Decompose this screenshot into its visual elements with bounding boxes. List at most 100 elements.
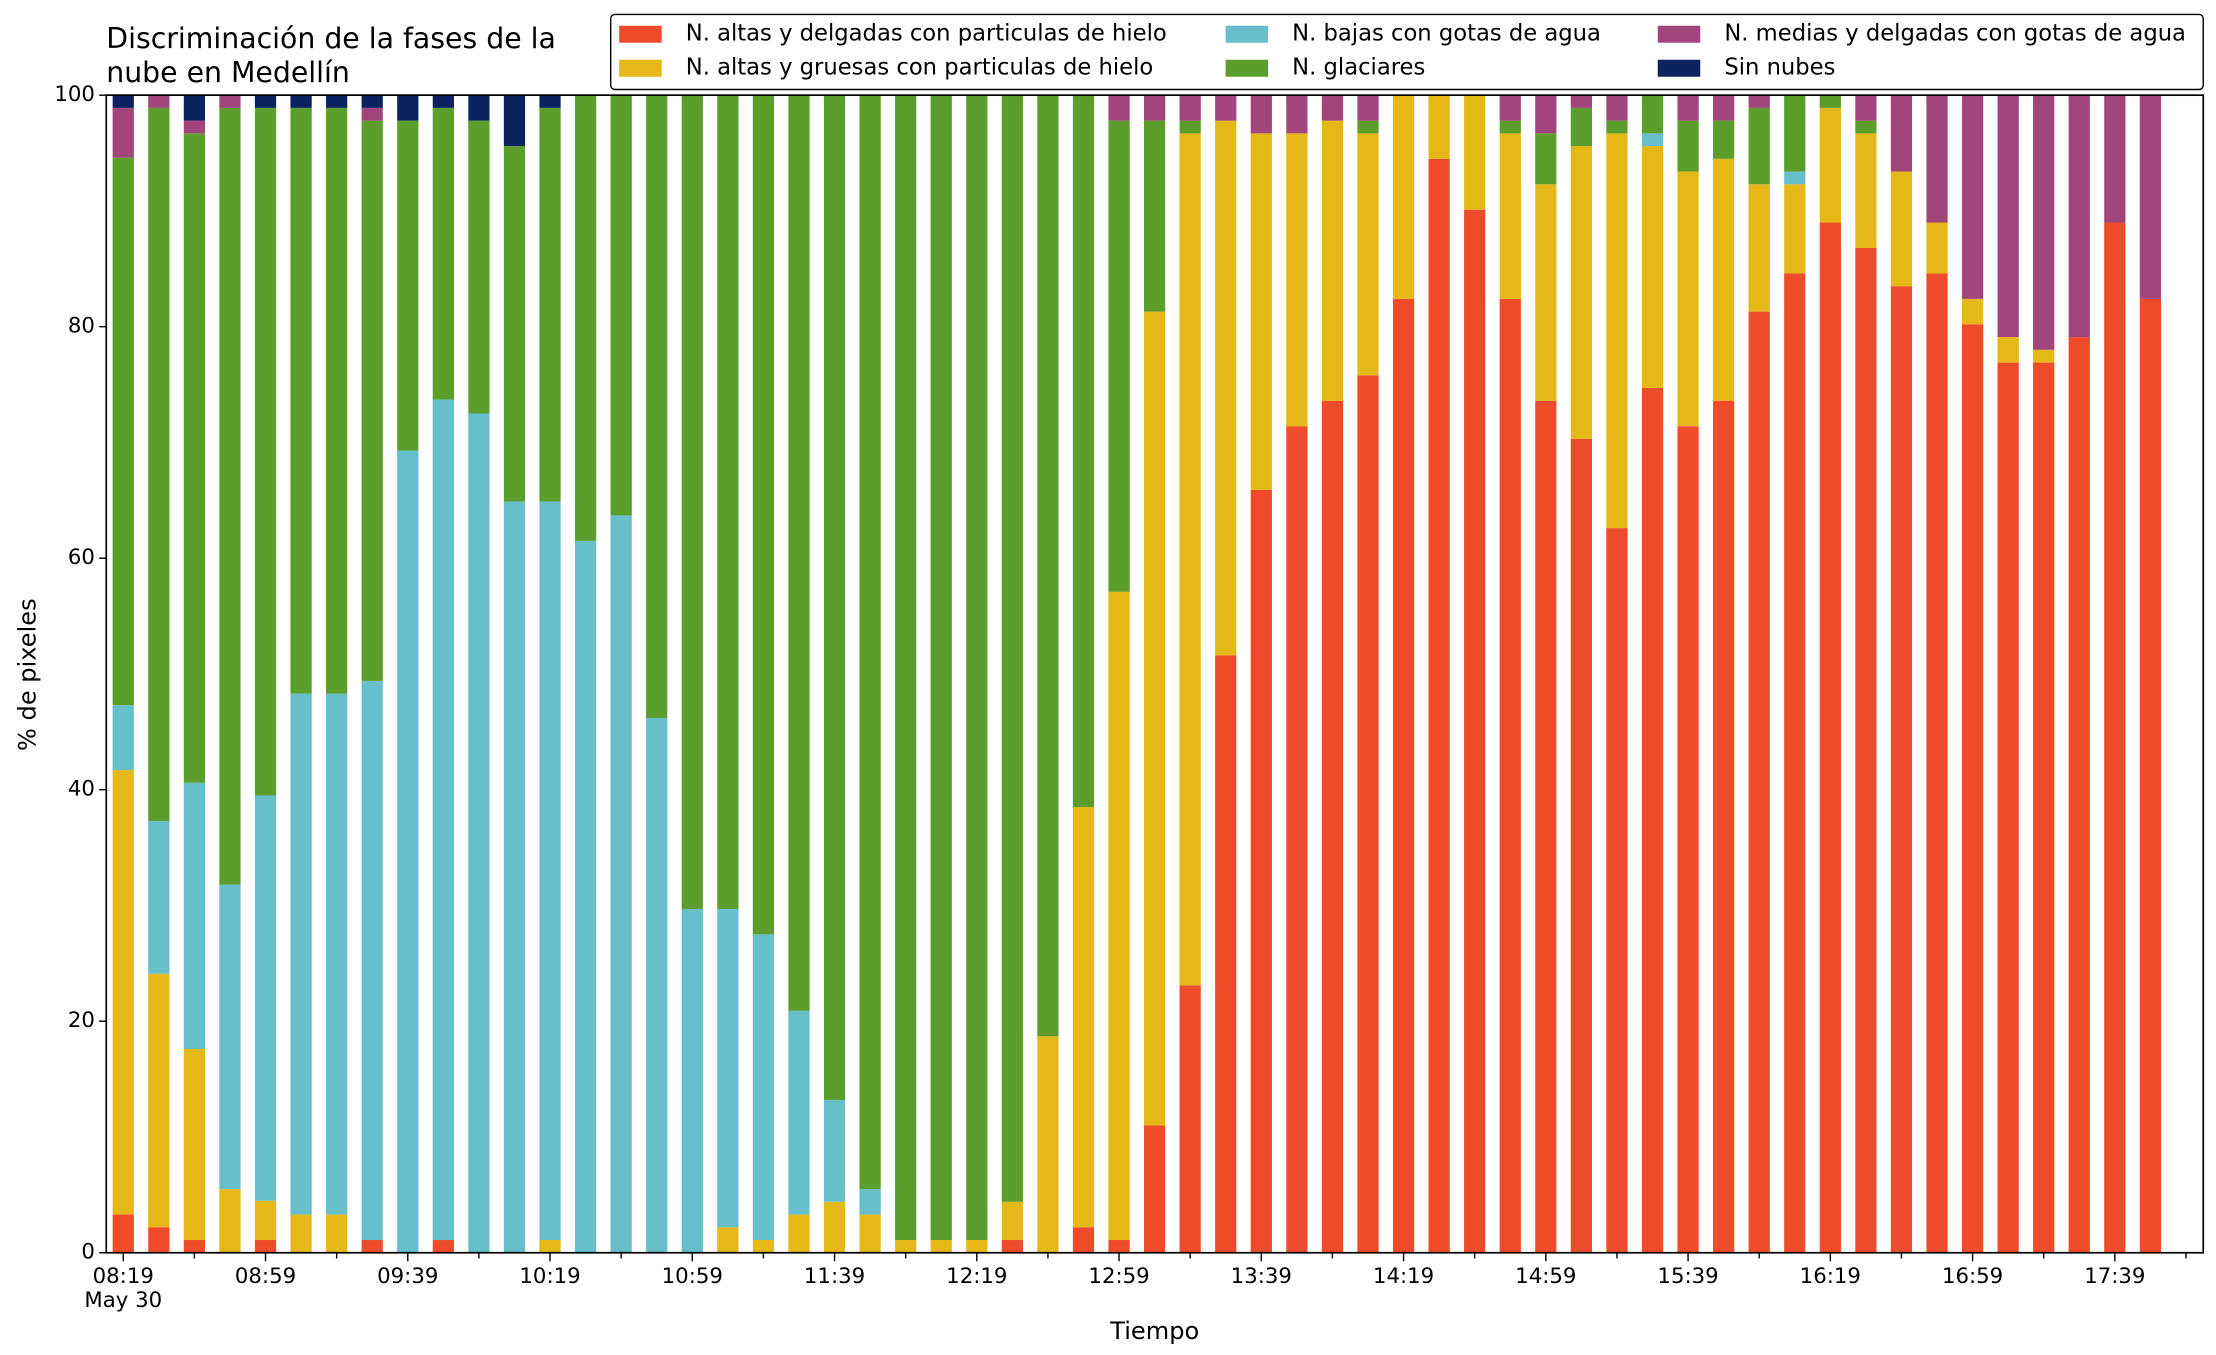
bar-segment (1677, 171, 1699, 427)
bar-segment (717, 95, 739, 909)
legend-label: N. bajas con gotas de agua (1292, 21, 1601, 47)
legend-label: N. glaciares (1292, 55, 1425, 81)
y-tick-label: 0 (81, 1240, 95, 1265)
y-tick-label: 100 (54, 82, 95, 107)
bar-segment (1819, 107, 1841, 223)
bar-segment (1250, 489, 1272, 1253)
bar-segment (1819, 95, 1841, 108)
bar-segment (219, 107, 241, 885)
bar-segment (752, 1240, 775, 1253)
bar-segment (397, 120, 419, 451)
bar-segment (1037, 1036, 1059, 1253)
bar-segment (1748, 95, 1770, 108)
bar-segment (1890, 286, 1913, 1253)
bar-segment (1748, 107, 1770, 185)
bar-segment (539, 95, 561, 108)
bar-segment (1001, 1240, 1023, 1253)
bar-segment (1784, 273, 1806, 1253)
bar-segment (1179, 120, 1201, 134)
bar-segment (1499, 120, 1521, 134)
bar-segment (1215, 95, 1237, 121)
bar-segment (1215, 655, 1237, 1253)
bar-segment (1961, 95, 1984, 299)
bar-segment (930, 95, 952, 1241)
bar-segment (1357, 95, 1379, 121)
bar-segment (290, 693, 312, 1215)
legend-swatch (619, 25, 662, 43)
bar-segment (610, 515, 632, 1253)
bar-segment (1926, 95, 1948, 223)
bar-segment (1677, 426, 1699, 1253)
bar-segment (254, 1240, 277, 1253)
bar-segment (1890, 171, 1913, 287)
bar-segment (1250, 95, 1272, 134)
bar-segment (1641, 133, 1664, 147)
bar-segment (1321, 400, 1344, 1253)
bar-segment (1855, 133, 1877, 248)
bar-segment (752, 95, 775, 935)
bar-segment (112, 95, 134, 108)
bar-segment (2139, 298, 2162, 1253)
bar-segment (1321, 120, 1344, 401)
bar-segment (112, 1214, 134, 1253)
bar-segment (610, 95, 632, 516)
bar-segment (1784, 184, 1806, 274)
bar-segment (254, 95, 277, 108)
bar-segment (1072, 95, 1095, 808)
bar-segment (1997, 337, 2019, 363)
bar-segment (1570, 146, 1593, 439)
bar-segment (2033, 362, 2055, 1253)
bar-segment (183, 120, 206, 134)
bar-segment (183, 782, 206, 1050)
bar-segment (823, 95, 846, 1100)
bar-segment (1428, 95, 1450, 159)
bar-segment (468, 413, 490, 1253)
bar-segment (2104, 222, 2126, 1253)
bar-segment (1961, 324, 1984, 1253)
bar-segment (859, 95, 881, 1190)
bar-segment (1784, 95, 1806, 172)
bar-segment (183, 1240, 206, 1253)
x-tick-label: 17:39 (2084, 1264, 2145, 1289)
bar-segment (574, 540, 597, 1253)
bar-segment (219, 95, 241, 108)
x-tick-label: 16:59 (1942, 1264, 2003, 1289)
bar-segment (1286, 133, 1308, 427)
bar-segment (681, 95, 703, 909)
legend-label: Sin nubes (1724, 55, 1835, 81)
bar-segment (1855, 247, 1877, 1253)
bar-segment (361, 1240, 383, 1253)
bar-segment (1570, 107, 1593, 147)
x-tick-label: 14:59 (1515, 1264, 1576, 1289)
x-tick-label: 10:19 (519, 1264, 580, 1289)
bar-segment (397, 450, 419, 1253)
bar-segment (1713, 95, 1735, 121)
bar-segment (788, 95, 810, 1011)
x-tick-label: 14:19 (1373, 1264, 1434, 1289)
bar-segment (432, 399, 454, 1241)
bar-segment (254, 795, 277, 1201)
bar-segment (1143, 120, 1166, 312)
bar-segment (1143, 1125, 1166, 1253)
bar-segment (1428, 158, 1450, 1253)
bar-segment (1606, 95, 1628, 121)
bar-segment (1535, 400, 1557, 1253)
bar-segment (1108, 1240, 1130, 1253)
bar-segment (859, 1189, 881, 1215)
bar-segment (1890, 95, 1913, 172)
bar-segment (1997, 362, 2019, 1253)
bar-segment (1535, 184, 1557, 401)
bar-segment (2104, 95, 2126, 223)
bar-segment (432, 1240, 454, 1253)
bar-segment (895, 1240, 917, 1253)
bar-segment (1286, 426, 1308, 1253)
bar-segment (254, 107, 277, 796)
bar-segment (788, 1214, 810, 1253)
bar-segment (326, 1214, 348, 1253)
bar-segment (148, 95, 170, 108)
bar-segment (539, 107, 561, 502)
bar-segment (1748, 184, 1770, 312)
bar-segment (1819, 222, 1841, 1253)
bar-segment (788, 1010, 810, 1215)
bar-segment (148, 820, 170, 974)
